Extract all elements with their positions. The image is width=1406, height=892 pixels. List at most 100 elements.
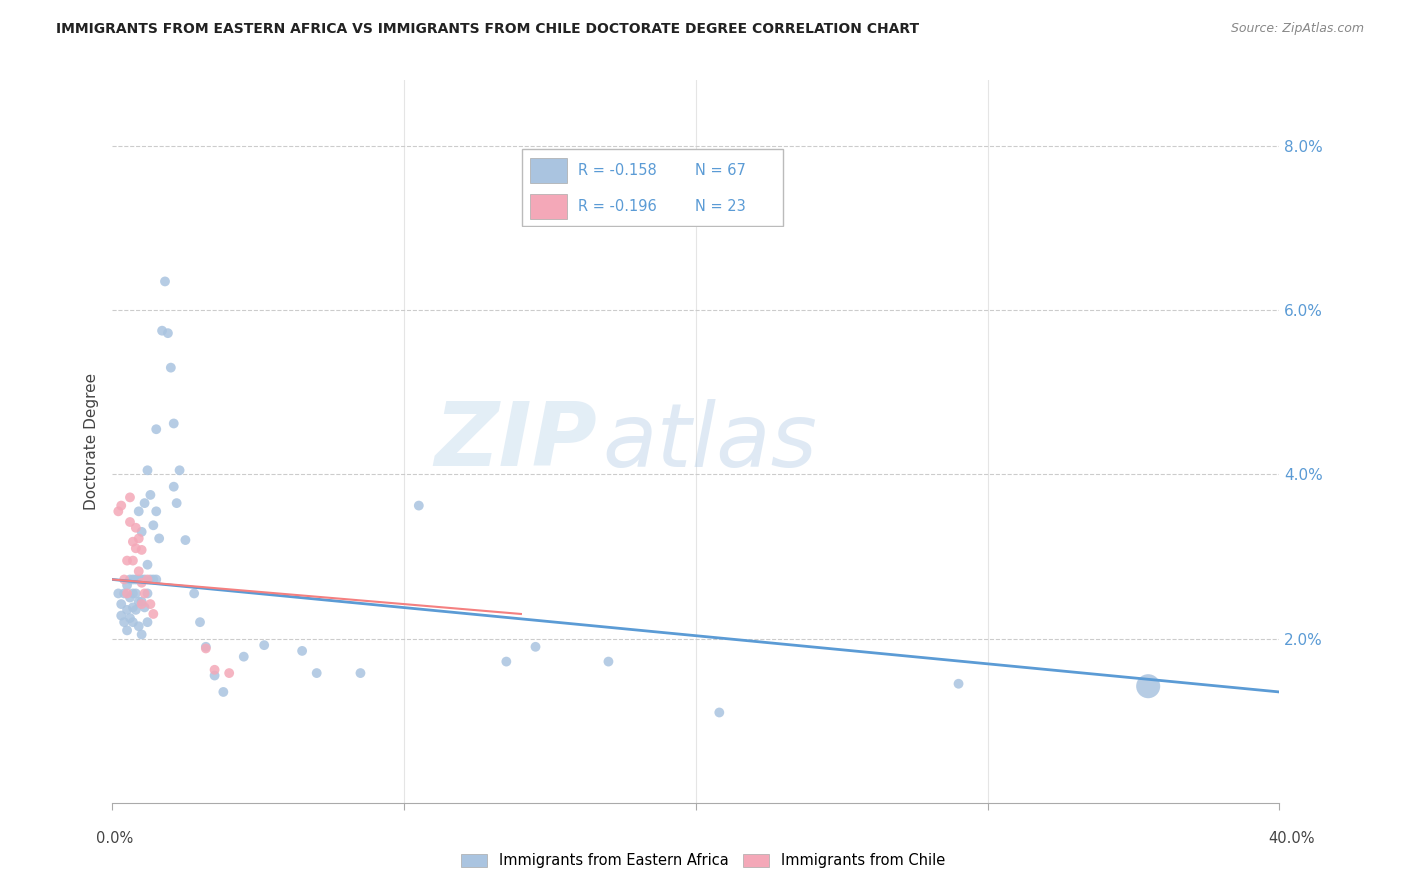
Text: R = -0.158: R = -0.158: [578, 163, 657, 178]
Point: [118, 491, 141, 505]
Point: [128, 594, 150, 608]
Text: 0.0%: 0.0%: [96, 831, 132, 846]
FancyBboxPatch shape: [530, 158, 567, 183]
Point: [134, 573, 156, 587]
Point: [134, 496, 156, 510]
Point: [122, 573, 145, 587]
Point: [128, 564, 150, 578]
Point: [136, 586, 159, 600]
Point: [136, 558, 159, 572]
Point: [183, 586, 205, 600]
Point: [128, 532, 150, 546]
Point: [122, 586, 145, 600]
Text: R = -0.196: R = -0.196: [578, 199, 657, 214]
Point: [166, 496, 188, 510]
Point: [128, 619, 150, 633]
Point: [232, 649, 254, 664]
FancyBboxPatch shape: [522, 149, 783, 227]
Point: [112, 573, 135, 587]
Point: [115, 586, 138, 600]
Point: [115, 603, 138, 617]
Point: [128, 504, 150, 518]
Point: [112, 586, 135, 600]
Point: [110, 608, 132, 623]
Point: [188, 615, 211, 630]
Point: [160, 360, 183, 375]
Point: [139, 573, 162, 587]
Point: [1137, 679, 1160, 693]
Point: [118, 591, 141, 605]
Point: [598, 655, 620, 669]
Point: [112, 615, 135, 630]
Point: [115, 553, 138, 567]
Point: [145, 422, 167, 436]
Point: [110, 499, 132, 513]
Point: [204, 668, 226, 682]
Point: [136, 463, 159, 477]
Text: IMMIGRANTS FROM EASTERN AFRICA VS IMMIGRANTS FROM CHILE DOCTORATE DEGREE CORRELA: IMMIGRANTS FROM EASTERN AFRICA VS IMMIGR…: [56, 22, 920, 37]
Point: [145, 504, 167, 518]
Point: [128, 573, 150, 587]
Point: [349, 666, 371, 681]
Text: N = 67: N = 67: [695, 163, 747, 178]
Point: [131, 597, 153, 611]
Point: [136, 573, 159, 587]
FancyBboxPatch shape: [530, 194, 567, 219]
Point: [122, 615, 145, 630]
Point: [194, 641, 217, 656]
Point: [948, 677, 970, 691]
Point: [139, 597, 162, 611]
Point: [139, 488, 162, 502]
Point: [150, 324, 173, 338]
Point: [194, 640, 217, 654]
Point: [156, 326, 179, 341]
Point: [145, 573, 167, 587]
Y-axis label: Doctorate Degree: Doctorate Degree: [83, 373, 98, 510]
Point: [122, 600, 145, 615]
Point: [115, 578, 138, 592]
Point: [125, 521, 148, 535]
Point: [291, 644, 314, 658]
Point: [305, 666, 328, 681]
Point: [122, 553, 145, 567]
Point: [148, 532, 170, 546]
Point: [524, 640, 547, 654]
Text: Source: ZipAtlas.com: Source: ZipAtlas.com: [1230, 22, 1364, 36]
Point: [131, 627, 153, 641]
Point: [131, 542, 153, 557]
Point: [118, 515, 141, 529]
Point: [131, 573, 153, 587]
Point: [131, 524, 153, 539]
Text: atlas: atlas: [603, 399, 817, 484]
Text: N = 23: N = 23: [695, 199, 747, 214]
Point: [118, 573, 141, 587]
Point: [163, 417, 186, 431]
Point: [134, 586, 156, 600]
Point: [125, 603, 148, 617]
Point: [212, 685, 235, 699]
Point: [115, 624, 138, 638]
Text: ZIP: ZIP: [434, 398, 596, 485]
Point: [163, 480, 186, 494]
Point: [204, 663, 226, 677]
Point: [153, 275, 176, 289]
Point: [134, 600, 156, 615]
Point: [107, 586, 129, 600]
Point: [131, 594, 153, 608]
Text: 40.0%: 40.0%: [1268, 831, 1315, 846]
Point: [125, 586, 148, 600]
Point: [125, 541, 148, 556]
Point: [408, 499, 430, 513]
Point: [110, 597, 132, 611]
Point: [131, 575, 153, 590]
Point: [169, 463, 191, 477]
Point: [125, 573, 148, 587]
Point: [253, 638, 276, 652]
Point: [136, 615, 159, 630]
Point: [495, 655, 517, 669]
Point: [107, 504, 129, 518]
Legend: Immigrants from Eastern Africa, Immigrants from Chile: Immigrants from Eastern Africa, Immigran…: [456, 847, 950, 874]
Point: [218, 666, 240, 681]
Point: [709, 706, 731, 720]
Point: [142, 573, 165, 587]
